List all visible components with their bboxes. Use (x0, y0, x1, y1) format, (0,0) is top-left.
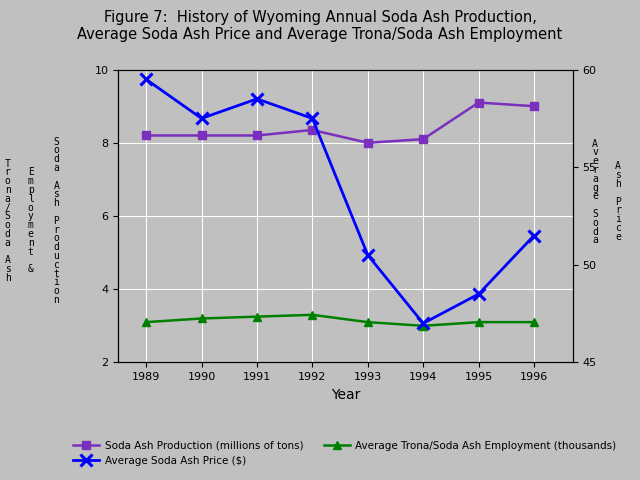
Text: A
s
h
 
P
r
i
c
e: A s h P r i c e (615, 161, 621, 242)
X-axis label: Year: Year (331, 388, 360, 402)
Text: S
o
d
a
 
A
s
h
 
P
r
o
d
u
c
t
i
o
n: S o d a A s h P r o d u c t i o n (53, 137, 60, 305)
Text: A
v
e
r
a
g
e
 
S
o
d
a: A v e r a g e S o d a (592, 139, 598, 245)
Text: E
m
p
l
o
y
m
e
n
t
 
&: E m p l o y m e n t & (28, 168, 34, 274)
Text: Figure 7:  History of Wyoming Annual Soda Ash Production,
Average Soda Ash Price: Figure 7: History of Wyoming Annual Soda… (77, 10, 563, 42)
Text: T
r
o
n
a
/
S
o
d
a
 
A
s
h: T r o n a / S o d a A s h (4, 158, 11, 283)
Legend: Soda Ash Production (millions of tons), Average Soda Ash Price ($), Average Tron: Soda Ash Production (millions of tons), … (69, 436, 621, 470)
